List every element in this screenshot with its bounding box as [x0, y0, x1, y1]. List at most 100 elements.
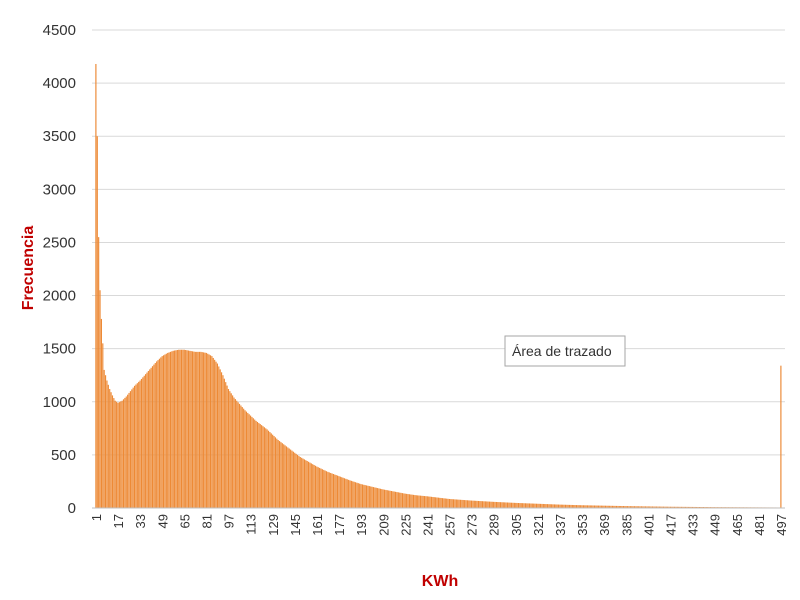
histogram-bar: [520, 503, 522, 508]
histogram-bar: [526, 503, 528, 508]
histogram-bar: [620, 505, 622, 508]
histogram-bar: [323, 469, 325, 508]
histogram-bar: [650, 506, 652, 508]
histogram-bar: [437, 497, 439, 508]
histogram-bar: [336, 475, 339, 508]
histogram-bar: [602, 505, 604, 508]
histogram-bar: [448, 498, 451, 508]
histogram-bar: [381, 489, 383, 508]
histogram-bar: [338, 476, 340, 508]
histogram-bar: [696, 506, 698, 508]
histogram-bar: [356, 482, 358, 508]
histogram-bar: [450, 499, 452, 508]
histogram-bar: [365, 485, 368, 508]
histogram-bar: [136, 383, 138, 508]
histogram-bar: [120, 401, 122, 508]
x-tick-label: 113: [244, 514, 259, 535]
histogram-bar: [690, 506, 692, 508]
histogram-bar: [354, 482, 357, 508]
histogram-bar: [593, 505, 596, 508]
x-tick-label: 497: [774, 514, 789, 536]
histogram-bar: [629, 506, 631, 508]
histogram-bar: [116, 401, 118, 508]
histogram-bar: [570, 504, 572, 508]
histogram-bar: [292, 451, 294, 508]
histogram-bar: [345, 478, 347, 508]
histogram-bar: [180, 349, 183, 508]
histogram-bar: [176, 349, 178, 508]
histogram-bar: [183, 349, 185, 508]
histogram-bar: [482, 501, 484, 508]
histogram-bar: [200, 351, 202, 508]
x-tick-label: 97: [222, 514, 237, 528]
histogram-bar: [461, 499, 463, 508]
histogram-bar: [523, 503, 525, 508]
histogram-bar: [359, 483, 361, 508]
histogram-bar: [331, 473, 333, 508]
histogram-bar: [372, 487, 375, 508]
histogram-bar: [498, 502, 500, 508]
x-tick-label: 81: [199, 514, 214, 528]
histogram-bar: [577, 505, 579, 508]
histogram-bar: [106, 380, 108, 508]
histogram-bar: [480, 501, 482, 508]
histogram-bar: [494, 501, 496, 508]
histogram-bar: [142, 377, 144, 508]
histogram-bar: [287, 447, 289, 508]
histogram-bar: [604, 505, 607, 508]
histogram-bar: [226, 385, 228, 508]
histogram-bar: [537, 503, 539, 508]
histogram-bar: [544, 504, 546, 508]
histogram-bar: [560, 504, 562, 508]
histogram-bar: [241, 407, 243, 508]
histogram-bar: [214, 359, 216, 508]
x-tick-label: 33: [133, 514, 148, 528]
histogram-bar: [335, 475, 337, 508]
histogram-bar: [151, 366, 154, 508]
histogram-bar: [424, 496, 426, 508]
histogram-bar: [462, 499, 464, 508]
histogram-bar: [644, 506, 647, 508]
histogram-bar: [160, 357, 162, 508]
x-tick-label: 465: [730, 514, 745, 536]
x-tick-label: 257: [443, 514, 458, 536]
histogram-bar: [295, 453, 297, 508]
histogram-bar: [533, 503, 535, 508]
histogram-bar: [668, 506, 670, 508]
y-axis-ticks: 0 500 1000 1500 2000 2500 3000 3500 4000 4500: [43, 22, 76, 517]
histogram-bar: [493, 501, 495, 508]
histogram-bar: [621, 506, 623, 508]
histogram-bar: [417, 495, 419, 508]
histogram-bar: [541, 503, 543, 508]
histogram-bar: [317, 467, 319, 508]
histogram-bar: [598, 505, 600, 508]
y-tick-label: 0: [68, 500, 76, 517]
histogram-bar: [488, 501, 491, 508]
histogram-bar: [479, 501, 481, 508]
histogram-bar: [447, 498, 449, 508]
histogram-bar: [501, 502, 503, 508]
histogram-bar: [673, 506, 676, 508]
histogram-bar: [559, 504, 561, 508]
x-tick-label: 337: [553, 514, 568, 536]
histogram-bar: [592, 505, 594, 508]
histogram-bar: [254, 419, 256, 508]
histogram-bar: [549, 504, 551, 508]
histogram-bar: [542, 503, 544, 508]
histogram-bar: [288, 448, 290, 508]
histogram-bar: [528, 503, 531, 508]
histogram-bar: [614, 505, 616, 508]
plot-area-tooltip: Área de trazado: [504, 335, 626, 367]
histogram-bar: [379, 488, 381, 508]
histogram-bar: [296, 454, 299, 508]
histogram-bar: [222, 375, 224, 508]
histogram-bar: [233, 397, 235, 508]
histogram-bar: [187, 350, 190, 508]
x-tick-label: 305: [509, 514, 524, 536]
histogram-bar: [153, 364, 155, 508]
histogram-bar: [429, 496, 431, 508]
y-tick-label: 500: [51, 447, 76, 464]
histogram-bar: [110, 392, 112, 508]
histogram-bar: [248, 414, 250, 508]
